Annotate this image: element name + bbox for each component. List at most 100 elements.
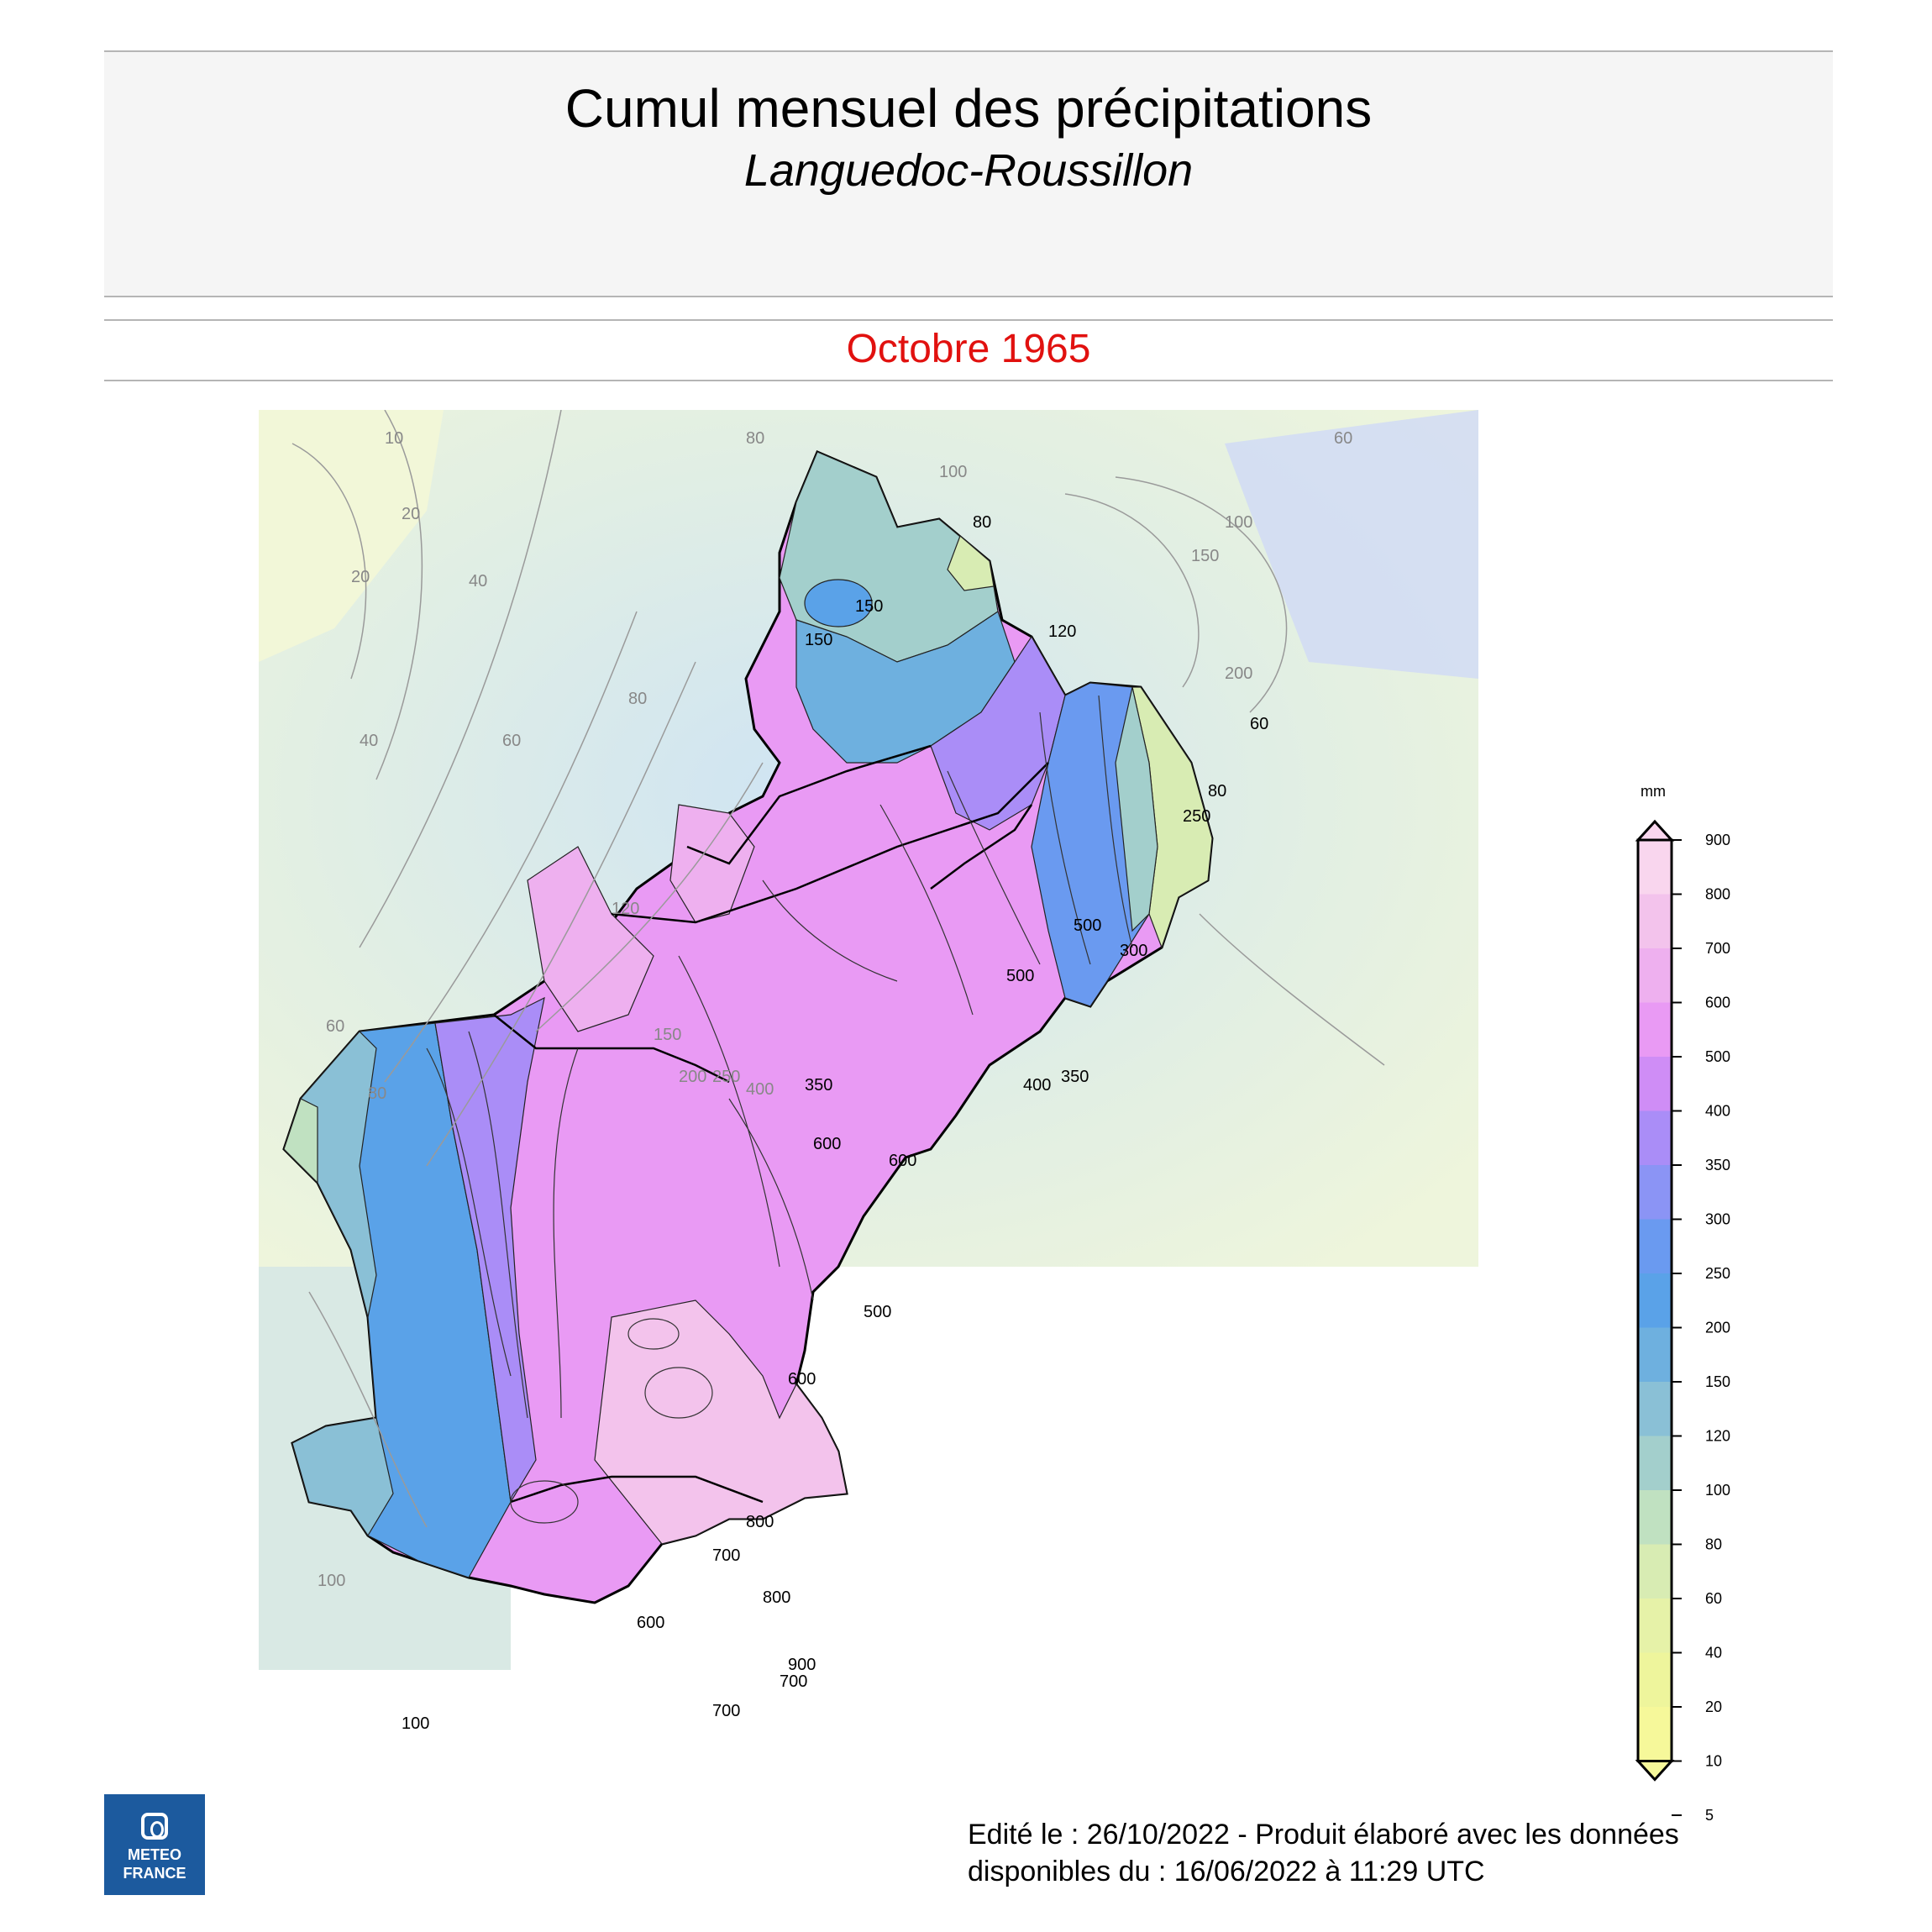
legend-labels: 900 800 700 600 500 400 350 300 250 200 150 120 100 8… [1705, 832, 1730, 1824]
legend-band [1638, 1110, 1672, 1166]
contour-label: 600 [637, 1614, 664, 1632]
outside-contours [291, 410, 1385, 1528]
contour-label: 40 [360, 732, 378, 750]
contour-label: 800 [763, 1588, 790, 1607]
contour-label: 600 [788, 1370, 816, 1389]
logo-icon [141, 1813, 168, 1840]
legend-band [1638, 1273, 1672, 1328]
contour-label: 150 [1191, 547, 1219, 565]
contour-label: 150 [805, 631, 832, 649]
contour-label: 300 [1120, 942, 1147, 960]
contour-label: 250 [712, 1068, 740, 1086]
legend-bottom-arrow [1635, 1760, 1675, 1782]
zone-aude-purple [434, 996, 545, 1504]
logo-line-1: METEO [127, 1846, 181, 1863]
contour-label: 800 [746, 1513, 774, 1531]
logo-line-2: FRANCE [123, 1865, 186, 1882]
contour-label: 100 [402, 1714, 429, 1733]
contour-label: 60 [502, 732, 521, 750]
contour-label: 600 [889, 1152, 916, 1170]
legend-band [1638, 1327, 1672, 1383]
legend-band [1638, 1382, 1672, 1436]
zone-gard-purple [930, 635, 1066, 831]
legend-band [1638, 1599, 1672, 1653]
contour-label: 100 [1225, 513, 1252, 532]
map-background-northwest [259, 410, 444, 662]
department-boundary [611, 762, 1049, 924]
contour-label: 200 [1225, 664, 1252, 683]
legend-band [1638, 894, 1672, 949]
legend-top-arrow [1635, 819, 1675, 842]
contour-label: 20 [402, 505, 420, 523]
map-background-northeast [1225, 410, 1478, 679]
department-boundary [686, 744, 932, 865]
zone-lozere-pale [947, 534, 995, 591]
legend-band [1638, 1219, 1672, 1274]
contour-labels: 10 20 20 40 40 60 60 60 60 80 80 80 80 8… [318, 429, 1352, 1733]
contour-label: 40 [469, 572, 487, 591]
contour-label: 60 [1250, 715, 1268, 733]
contour-label: 80 [973, 513, 991, 532]
period-panel: Octobre 1965 [104, 319, 1833, 381]
legend-band [1638, 1436, 1672, 1491]
contour-label: 150 [855, 597, 883, 616]
legend-band [1638, 840, 1672, 895]
department-boundary [493, 1014, 730, 1084]
color-scale-legend: 900 800 700 600 500 400 350 300 250 200 150 120 100 8… [1635, 819, 1730, 1824]
legend-level-label: 10 [1705, 1753, 1722, 1770]
legend-band [1638, 1652, 1672, 1708]
legend-level-label: 120 [1705, 1428, 1730, 1445]
legend-level-label: 80 [1705, 1536, 1722, 1553]
contour-label: 80 [1208, 782, 1226, 801]
legend-level-label: 900 [1705, 832, 1730, 848]
legend-band [1638, 948, 1672, 1003]
contour-label: 100 [318, 1572, 345, 1590]
map-title: Cumul mensuel des précipitations [564, 78, 1373, 139]
contour-label: 350 [1061, 1068, 1089, 1086]
legend-level-label: 150 [1705, 1373, 1730, 1390]
contour-label: 400 [746, 1080, 774, 1099]
legend-level-label: 250 [1705, 1265, 1730, 1282]
precipitation-map: 10 20 20 40 40 60 60 60 60 80 80 80 80 8… [259, 410, 1478, 1733]
legend-level-label: 200 [1705, 1320, 1730, 1336]
contour-label: 120 [612, 900, 639, 918]
contour-label: 500 [864, 1303, 891, 1321]
legend-level-label: 20 [1705, 1698, 1722, 1715]
department-boundary [510, 1475, 764, 1504]
period-label: Octobre 1965 [846, 327, 1091, 371]
zone-cevennes-pale [669, 804, 755, 923]
contour-label: 350 [805, 1076, 832, 1095]
footer-line-2: disponibles du : 16/06/2022 à 11:29 UTC [968, 1856, 1485, 1887]
contour-label: 700 [780, 1672, 807, 1691]
legend-band [1638, 1490, 1672, 1545]
legend-level-label: 700 [1705, 940, 1730, 957]
zone-north-max [804, 579, 873, 627]
department-boundary [930, 804, 1033, 890]
zone-east-teal [1115, 686, 1158, 932]
contour-label: 100 [939, 463, 967, 481]
legend-level-label: 400 [1705, 1103, 1730, 1120]
contour-lines [426, 695, 1133, 1524]
zone-herault-pale [527, 846, 654, 1032]
legend-band [1638, 1707, 1672, 1761]
zone-pyrenees-teal [291, 1417, 394, 1537]
contour-label: 700 [712, 1702, 740, 1720]
contour-label: 60 [326, 1017, 344, 1036]
contour-label: 500 [1006, 967, 1034, 985]
contour-label: 600 [813, 1135, 841, 1153]
contour-label: 900 [788, 1656, 816, 1674]
contour-label: 120 [1048, 622, 1076, 641]
legend-level-label: 60 [1705, 1590, 1722, 1607]
contour-label: 80 [746, 429, 764, 448]
zone-west-green [283, 1098, 318, 1184]
legend-level-label: 350 [1705, 1157, 1730, 1173]
edition-footer: Edité le : 26/10/2022 - Produit élaboré … [968, 1816, 1679, 1890]
meteo-france-logo: METEO FRANCE [104, 1794, 205, 1895]
contour-label: 150 [654, 1026, 681, 1044]
contour-label: 20 [351, 568, 370, 586]
contour-label: 500 [1074, 916, 1101, 935]
contour-label: 10 [385, 429, 403, 448]
legend-band [1638, 1057, 1672, 1111]
legend-level-label: 600 [1705, 995, 1730, 1011]
contour-label: 60 [1334, 429, 1352, 448]
